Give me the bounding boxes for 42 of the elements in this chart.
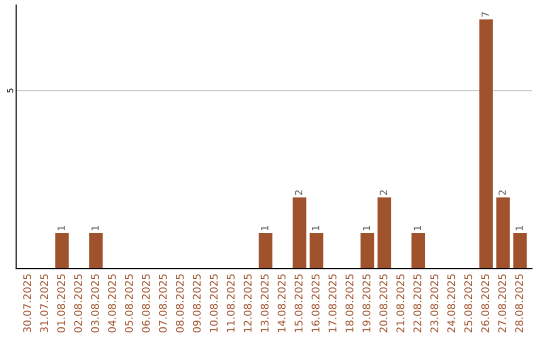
x-tick-label: 19.08.2025 (362, 274, 370, 332)
x-tick-label: 15.08.2025 (294, 274, 303, 332)
data-label: 7 (482, 12, 489, 17)
data-label: 1 (362, 226, 370, 230)
x-tick-label: 22.08.2025 (413, 274, 422, 332)
x-tick-label: 09.08.2025 (192, 274, 201, 332)
x-tick-label: 31.07.2025 (40, 274, 48, 332)
x-tick-label: 01.08.2025 (57, 274, 66, 332)
x-tick-label: 11.08.2025 (226, 274, 235, 332)
x-tick-label: 18.08.2025 (346, 274, 354, 332)
x-tick-label: 20.08.2025 (379, 274, 388, 332)
x-tick-label: 10.08.2025 (210, 274, 218, 332)
x-tick-label: 03.08.2025 (91, 274, 99, 332)
x-tick-label: 13.08.2025 (260, 274, 269, 332)
x-tick-label: 25.08.2025 (464, 274, 472, 332)
x-tick-label: 24.08.2025 (447, 274, 456, 332)
x-tick-label: 06.08.2025 (142, 274, 150, 332)
data-label: 1 (261, 226, 268, 230)
data-label: 1 (58, 226, 65, 230)
x-tick-label: 23.08.2025 (430, 274, 438, 332)
x-tick-label: 27.08.2025 (498, 274, 506, 332)
y-tick-label: 5 (7, 88, 14, 93)
x-tick-label: 04.08.2025 (108, 274, 116, 332)
x-tick-label: 28.08.2025 (515, 274, 524, 332)
data-label: 2 (294, 190, 302, 195)
data-label: 1 (312, 226, 320, 230)
data-label: 1 (92, 226, 99, 230)
x-tick-label: 26.08.2025 (481, 274, 490, 332)
x-tick-label: 05.08.2025 (125, 274, 133, 332)
x-tick-label: 02.08.2025 (74, 274, 82, 332)
x-tick-label: 12.08.2025 (244, 274, 252, 332)
data-label: 1 (516, 226, 523, 230)
data-label: 2 (380, 190, 387, 195)
data-label: 1 (414, 226, 421, 230)
x-tick-label: 17.08.2025 (328, 274, 336, 332)
x-tick-label: 14.08.2025 (278, 274, 286, 332)
x-tick-label: 21.08.2025 (396, 274, 404, 332)
x-tick-label: 16.08.2025 (312, 274, 320, 332)
data-label: 2 (498, 190, 506, 195)
x-tick-label: 08.08.2025 (176, 274, 184, 332)
x-tick-label: 30.07.2025 (23, 274, 32, 332)
x-tick-label: 07.08.2025 (158, 274, 167, 332)
